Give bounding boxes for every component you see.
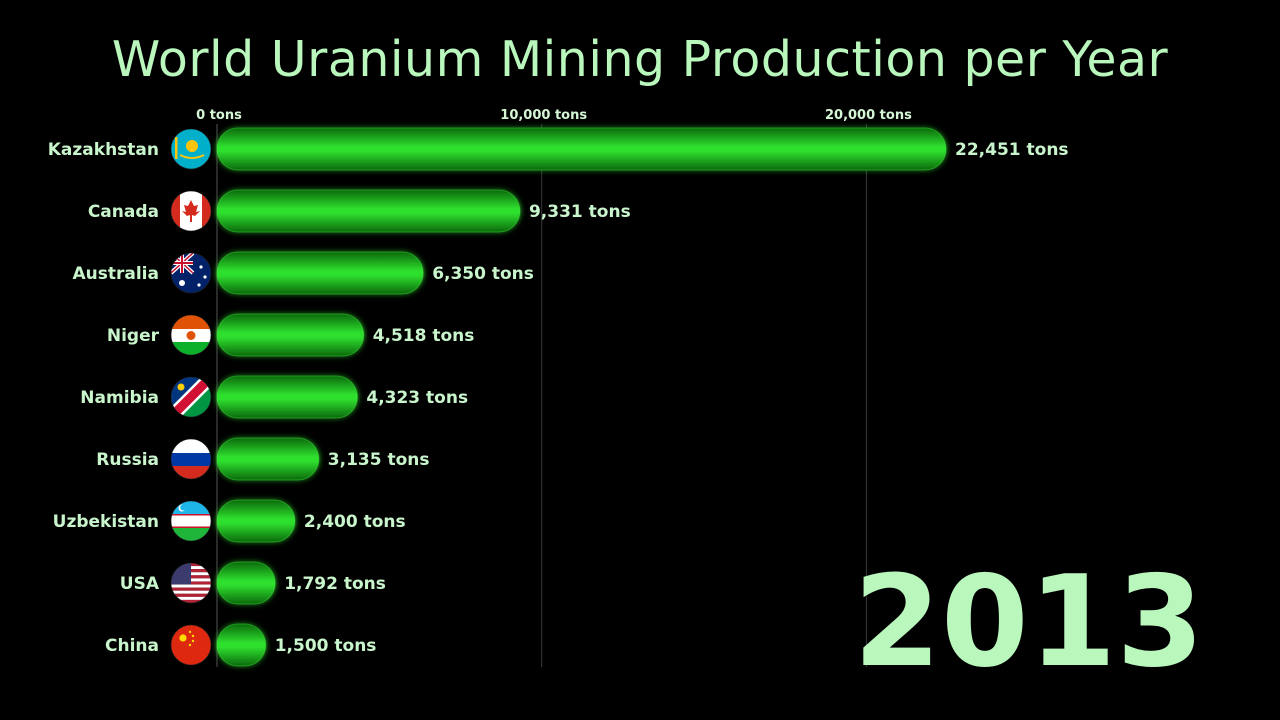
value-label-canada: 9,331 tons [529, 202, 631, 222]
value-label-russia: 3,135 tons [328, 450, 430, 470]
category-label-australia: Australia [73, 264, 160, 284]
category-label-canada: Canada [88, 202, 159, 222]
value-label-niger: 4,518 tons [373, 326, 475, 346]
value-label-china: 1,500 tons [275, 636, 377, 656]
year-label: 2013 [853, 548, 1204, 695]
category-label-uzbekistan: Uzbekistan [53, 512, 159, 532]
bar-russia [216, 437, 320, 481]
bar-usa [216, 561, 276, 605]
value-label-usa: 1,792 tons [284, 574, 386, 594]
category-label-usa: USA [120, 574, 160, 594]
bar-niger [216, 313, 365, 357]
value-label-namibia: 4,323 tons [366, 388, 468, 408]
category-labels: Kazakhstan Canada Australia Niger Namibia Rus… [48, 140, 160, 656]
value-labels: 22,451 tons 9,331 tons 6,350 tons 4,518 ton… [275, 140, 1069, 656]
bar-canada [216, 189, 521, 233]
category-label-russia: Russia [96, 450, 159, 470]
category-label-namibia: Namibia [80, 388, 159, 408]
australia-flag-icon [170, 252, 212, 294]
canada-flag-icon [170, 190, 212, 232]
bar-kazakhstan [216, 127, 947, 171]
bar-china [216, 623, 267, 667]
value-label-uzbekistan: 2,400 tons [304, 512, 406, 532]
x-tick-label: 10,000 tons [500, 108, 587, 123]
china-flag-icon [170, 624, 212, 666]
x-tick-label: 0 tons [196, 108, 242, 123]
bar-uzbekistan [216, 499, 296, 543]
x-axis-ticks: 0 tons 10,000 tons 20,000 tons [196, 108, 912, 123]
x-tick-label: 20,000 tons [825, 108, 912, 123]
usa-flag-icon [170, 562, 212, 604]
bar-namibia [216, 375, 358, 419]
chart-title: World Uranium Mining Production per Year [111, 31, 1169, 88]
category-label-china: China [105, 636, 159, 656]
uzbekistan-flag-icon [170, 500, 212, 542]
bars [216, 127, 947, 667]
flags [170, 128, 212, 666]
category-label-kazakhstan: Kazakhstan [48, 140, 159, 160]
bar-australia [216, 251, 424, 295]
namibia-flag-icon [170, 376, 212, 418]
value-label-kazakhstan: 22,451 tons [955, 140, 1069, 160]
value-label-australia: 6,350 tons [432, 264, 534, 284]
niger-flag-icon [170, 314, 212, 356]
russia-flag-icon [170, 438, 212, 480]
category-label-niger: Niger [107, 326, 160, 346]
kazakhstan-flag-icon [170, 128, 212, 170]
